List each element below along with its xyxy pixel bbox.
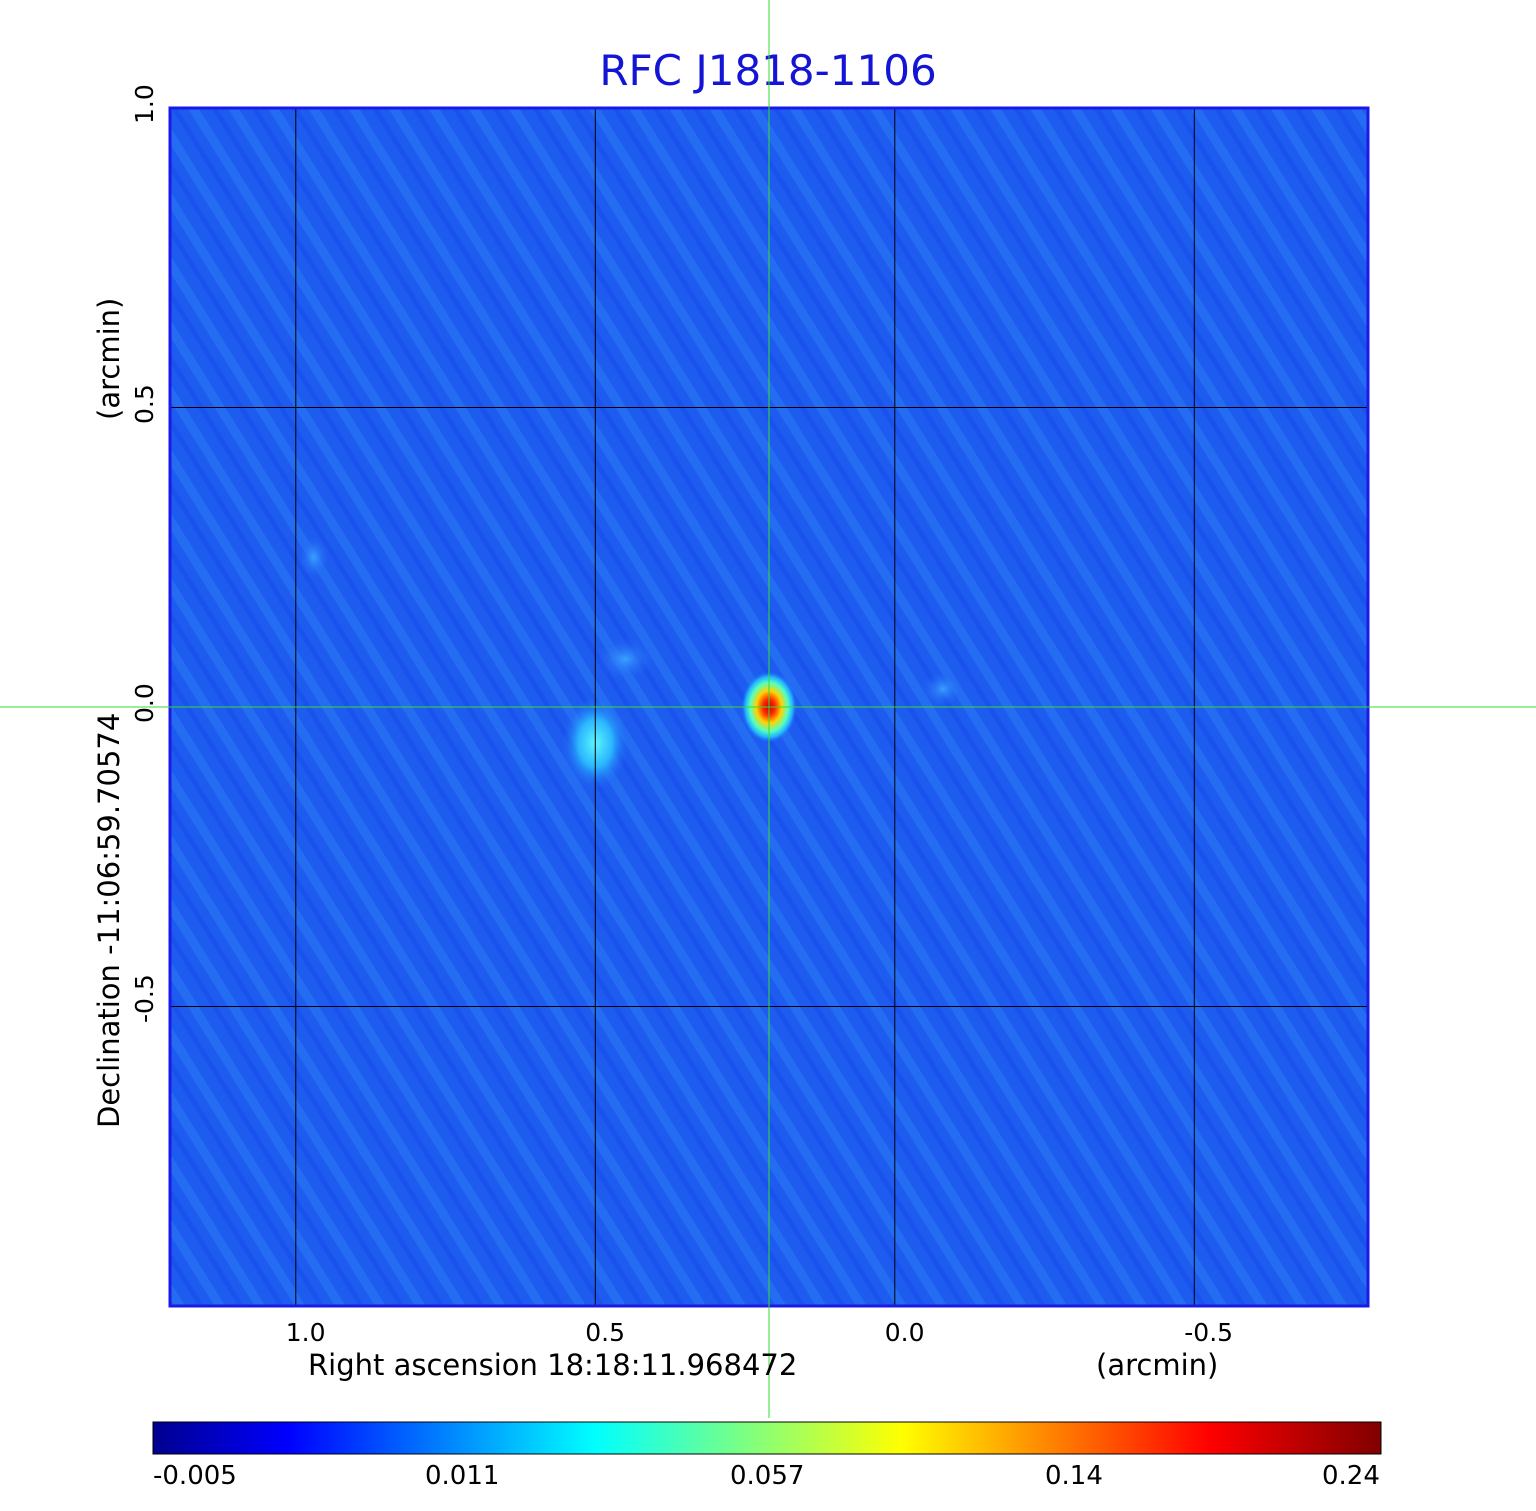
colorbar <box>152 1421 1382 1455</box>
y-axis-label: Declination -11:06:59.70574 <box>92 712 126 1128</box>
faint-artifact <box>920 671 965 708</box>
x-tick-label: -0.5 <box>1184 1318 1234 1347</box>
colorbar-tick-label: 0.24 <box>1322 1461 1380 1491</box>
y-tick-label: 1.0 <box>130 84 159 124</box>
y-axis-unit: (arcmin) <box>92 297 126 420</box>
x-tick-label: 1.0 <box>285 1318 326 1347</box>
colorbar-tick-label: -0.005 <box>153 1461 237 1491</box>
x-axis-label: Right ascension 18:18:11.968472 <box>308 1348 798 1382</box>
x-axis-unit: (arcmin) <box>1096 1348 1219 1382</box>
colorbar-tick-label: 0.011 <box>425 1461 500 1491</box>
y-tick-label: 0.5 <box>130 383 159 424</box>
colorbar-tick-label: 0.057 <box>730 1461 805 1491</box>
y-tick-label: 0.0 <box>130 683 159 723</box>
faint-artifact <box>595 637 656 682</box>
x-tick-label: 0.0 <box>884 1318 925 1347</box>
colorbar-tick-label: 0.14 <box>1045 1461 1103 1491</box>
x-tick-label: 0.5 <box>585 1318 626 1347</box>
y-tick-label: -0.5 <box>130 973 159 1023</box>
chart-title: RFC J1818-1106 <box>599 46 937 95</box>
faint-artifact <box>297 535 330 580</box>
